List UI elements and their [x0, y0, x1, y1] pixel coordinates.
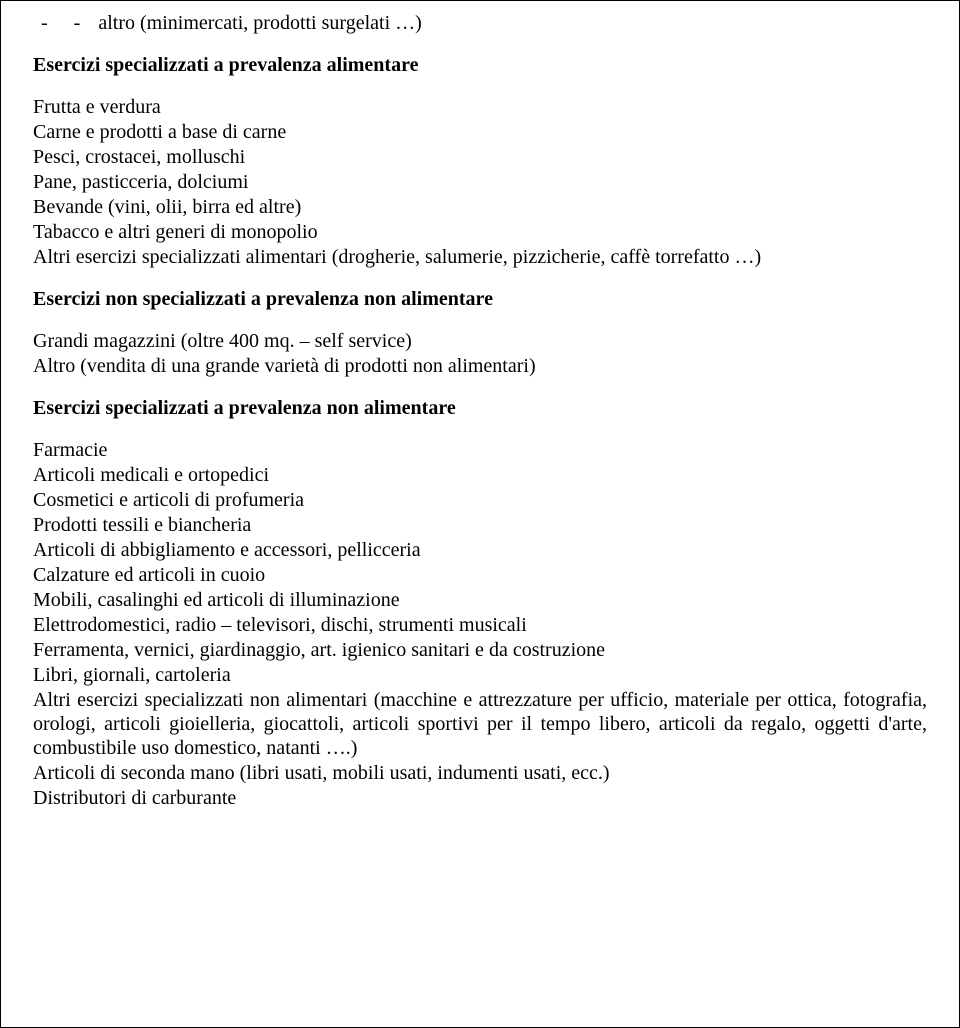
list-item: Libri, giornali, cartoleria — [33, 663, 927, 687]
list-item: Mobili, casalinghi ed articoli di illumi… — [33, 588, 927, 612]
list-item: Frutta e verdura — [33, 95, 927, 119]
bullet-line: - - altro (minimercati, prodotti surgela… — [33, 11, 927, 35]
list-item: Grandi magazzini (oltre 400 mq. – self s… — [33, 329, 927, 353]
bullet-text: altro (minimercati, prodotti surgelati …… — [98, 11, 421, 35]
section-3-list: Farmacie Articoli medicali e ortopedici … — [33, 438, 927, 810]
bullet-dash-1: - — [41, 11, 48, 35]
list-item: Distributori di carburante — [33, 786, 927, 810]
list-item: Bevande (vini, olii, birra ed altre) — [33, 195, 927, 219]
list-item: Ferramenta, vernici, giardinaggio, art. … — [33, 638, 927, 662]
list-item: Articoli di seconda mano (libri usati, m… — [33, 761, 927, 785]
list-item: Farmacie — [33, 438, 927, 462]
list-item: Altri esercizi specializzati alimentari … — [33, 245, 927, 269]
bullet-dash-2: - — [74, 11, 81, 35]
list-item: Carne e prodotti a base di carne — [33, 120, 927, 144]
list-item: Altri esercizi specializzati non aliment… — [33, 688, 927, 760]
list-item: Calzature ed articoli in cuoio — [33, 563, 927, 587]
list-item: Cosmetici e articoli di profumeria — [33, 488, 927, 512]
list-item: Articoli medicali e ortopedici — [33, 463, 927, 487]
section-1-list: Frutta e verdura Carne e prodotti a base… — [33, 95, 927, 269]
list-item: Articoli di abbigliamento e accessori, p… — [33, 538, 927, 562]
section-2-list: Grandi magazzini (oltre 400 mq. – self s… — [33, 329, 927, 378]
list-item: Tabacco e altri generi di monopolio — [33, 220, 927, 244]
list-item: Altro (vendita di una grande varietà di … — [33, 354, 927, 378]
section-1-heading: Esercizi specializzati a prevalenza alim… — [33, 53, 927, 77]
list-item: Elettrodomestici, radio – televisori, di… — [33, 613, 927, 637]
section-2-heading: Esercizi non specializzati a prevalenza … — [33, 287, 927, 311]
section-3-heading: Esercizi specializzati a prevalenza non … — [33, 396, 927, 420]
list-item: Pane, pasticceria, dolciumi — [33, 170, 927, 194]
list-item: Prodotti tessili e biancheria — [33, 513, 927, 537]
list-item: Pesci, crostacei, molluschi — [33, 145, 927, 169]
document-page: - - altro (minimercati, prodotti surgela… — [0, 0, 960, 1028]
